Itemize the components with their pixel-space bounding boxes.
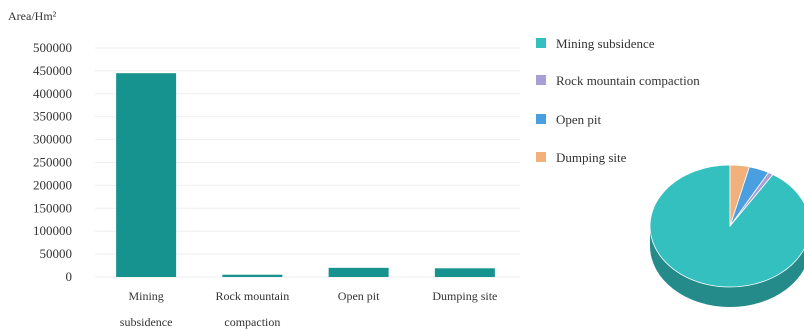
y-tick-label: 50000: [40, 246, 73, 261]
pie-slice-dumping-site: [729, 164, 750, 227]
legend-label: Rock mountain compaction: [556, 73, 700, 88]
bar-rock-mountain-compaction: [222, 274, 283, 277]
x-tick-label: Dumping site: [432, 289, 497, 303]
legend-swatch: [536, 75, 546, 85]
y-tick-label: 500000: [33, 40, 72, 55]
pie-chart: [649, 164, 804, 307]
legend: Mining subsidence Rock mountain compactio…: [536, 36, 700, 165]
bar-dumping-site: [434, 268, 495, 277]
y-tick-label: 150000: [33, 200, 72, 215]
legend-swatch: [536, 114, 546, 124]
bar-open-pit: [328, 267, 389, 277]
y-tick-label: 350000: [33, 109, 72, 124]
y-tick-label: 200000: [33, 177, 72, 192]
y-tick-label: 100000: [33, 223, 72, 238]
y-tick-label: 400000: [33, 86, 72, 101]
legend-label: Mining subsidence: [556, 36, 655, 51]
legend-label: Dumping site: [556, 150, 627, 165]
legend-swatch: [536, 38, 546, 48]
bar-mining-subsidence: [116, 73, 177, 277]
y-tick-label: 450000: [33, 63, 72, 78]
y-tick-label: 300000: [33, 132, 72, 147]
x-tick-label: Open pit: [338, 289, 380, 303]
legend-swatch: [536, 152, 546, 162]
x-tick-label: Mining subsidence: [120, 289, 173, 329]
x-axis-labels: Mining subsidence Rock mountain compaction O…: [120, 289, 498, 329]
y-tick-label: 250000: [33, 155, 72, 170]
bars: [116, 73, 495, 277]
pie-slice-mining-subsidence: [649, 164, 804, 288]
y-axis-unit-label: Area/Hm²: [8, 9, 57, 23]
y-tick-label: 0: [66, 269, 73, 284]
pie-side-wall: [650, 226, 804, 307]
y-axis-ticks: 0 50000 100000 150000 200000 250000 300000 3500…: [33, 40, 72, 284]
legend-label: Open pit: [556, 112, 602, 127]
x-tick-label: Rock mountain compaction: [216, 289, 290, 329]
